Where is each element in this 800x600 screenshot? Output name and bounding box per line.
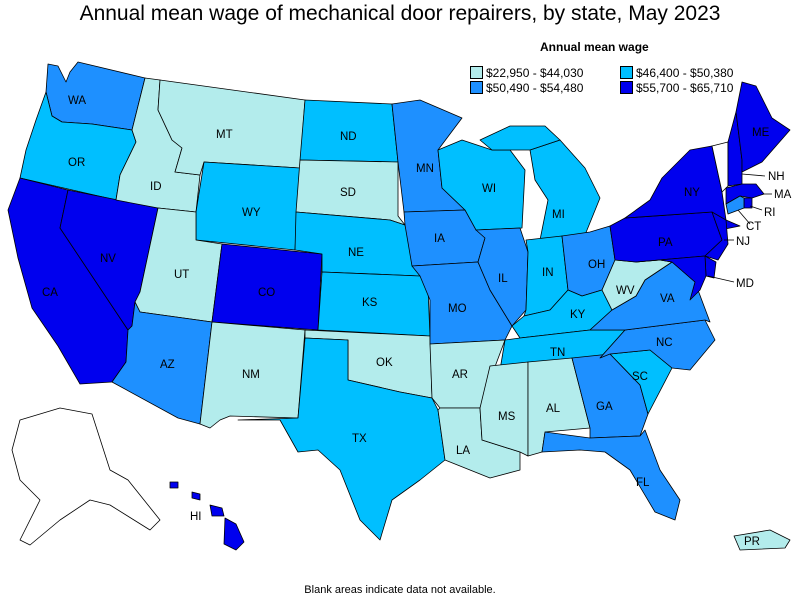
legend-item-2: $46,400 - $50,380 [620,66,733,80]
label-nc: NC [656,337,673,349]
legend-item-1: $22,950 - $44,030 [470,66,583,80]
leader-lines [707,173,772,283]
map-title: Annual mean wage of mechanical door repa… [79,2,721,25]
label-wa: WA [68,95,86,107]
state-fl [541,429,681,521]
label-ky: KY [570,309,586,321]
legend-swatch-2 [620,66,633,79]
label-ny: NY [684,187,700,199]
label-nj: NJ [736,236,750,248]
label-ok: OK [376,357,393,369]
state-de [704,255,717,279]
label-sc: SC [632,371,648,383]
label-il: IL [498,273,508,285]
state-hi-maui [209,504,225,517]
label-nv: NV [100,253,116,265]
legend-label-1: $22,950 - $44,030 [486,66,584,80]
label-al: AL [546,403,561,415]
label-or: OR [68,157,85,169]
legend-item-3: $50,490 - $54,480 [470,81,583,95]
label-ma: MA [774,189,792,201]
label-az: AZ [160,359,175,371]
label-oh: OH [588,259,605,271]
legend-item-4: $55,700 - $65,710 [620,81,733,95]
label-mi: MI [552,209,565,221]
state-pr [733,529,791,551]
label-pa: PA [658,237,673,249]
label-wi: WI [482,183,496,195]
state-wi [437,139,526,231]
label-la: LA [456,445,470,457]
state-nm [199,321,306,429]
label-ks: KS [362,297,378,309]
label-in: IN [542,267,554,279]
state-mt [157,79,306,176]
label-me: ME [752,127,770,139]
label-ct: CT [746,221,761,233]
label-ri: RI [764,207,776,219]
state-ms [479,361,529,457]
label-mo: MO [448,303,467,315]
legend-swatch-1 [470,66,483,79]
legend-label-2: $46,400 - $50,380 [636,66,734,80]
label-ms: MS [498,411,516,423]
label-ne: NE [348,247,364,259]
state-ak [11,407,161,546]
label-mn: MN [416,163,434,175]
legend-label-3: $50,490 - $54,480 [486,81,584,95]
label-nd: ND [340,131,357,143]
label-sd: SD [340,187,356,199]
state-wa [45,61,146,131]
label-ut: UT [174,269,189,281]
state-hi-big-island [223,517,245,551]
label-tx: TX [352,433,367,445]
state-hi-oahu [191,491,201,501]
label-ar: AR [452,369,468,381]
state-me [735,81,791,173]
state-tx [237,337,446,541]
footnote: Blank areas indicate data not available. [304,584,496,596]
label-ca: CA [42,287,58,299]
state-md [635,255,707,301]
state-hi-kauai [169,481,179,489]
label-wy: WY [242,207,261,219]
label-ga: GA [596,401,613,413]
label-nm: NM [242,369,260,381]
label-pr: PR [744,536,760,548]
label-mt: MT [216,129,233,141]
legend-title: Annual mean wage [540,40,649,54]
label-co: CO [258,287,275,299]
state-ks [317,271,431,337]
state-mi-upper [479,125,561,151]
label-va: VA [660,293,675,305]
state-mi [529,139,601,241]
label-wv: WV [616,285,635,297]
legend-swatch-3 [470,81,483,94]
state-wy [195,161,301,251]
label-nh: NH [768,171,785,183]
state-ct [725,195,745,215]
legend-label-4: $55,700 - $65,710 [636,81,734,95]
state-nj [704,211,729,261]
label-fl: FL [636,477,650,489]
label-tn: TN [550,347,565,359]
label-ia: IA [434,233,445,245]
legend-swatch-4 [620,81,633,94]
label-hi: HI [190,511,202,523]
label-id: ID [150,181,162,193]
label-md: MD [736,278,754,290]
